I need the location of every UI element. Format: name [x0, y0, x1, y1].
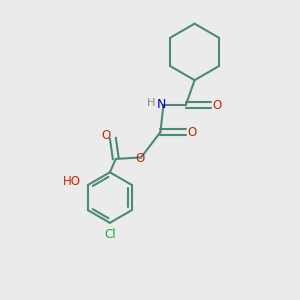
- Text: O: O: [188, 126, 197, 139]
- Text: N: N: [156, 98, 166, 111]
- Text: O: O: [213, 99, 222, 112]
- Text: H: H: [147, 98, 155, 108]
- Text: O: O: [135, 152, 144, 165]
- Text: Cl: Cl: [104, 228, 116, 241]
- Text: O: O: [102, 129, 111, 142]
- Text: HO: HO: [63, 176, 81, 188]
